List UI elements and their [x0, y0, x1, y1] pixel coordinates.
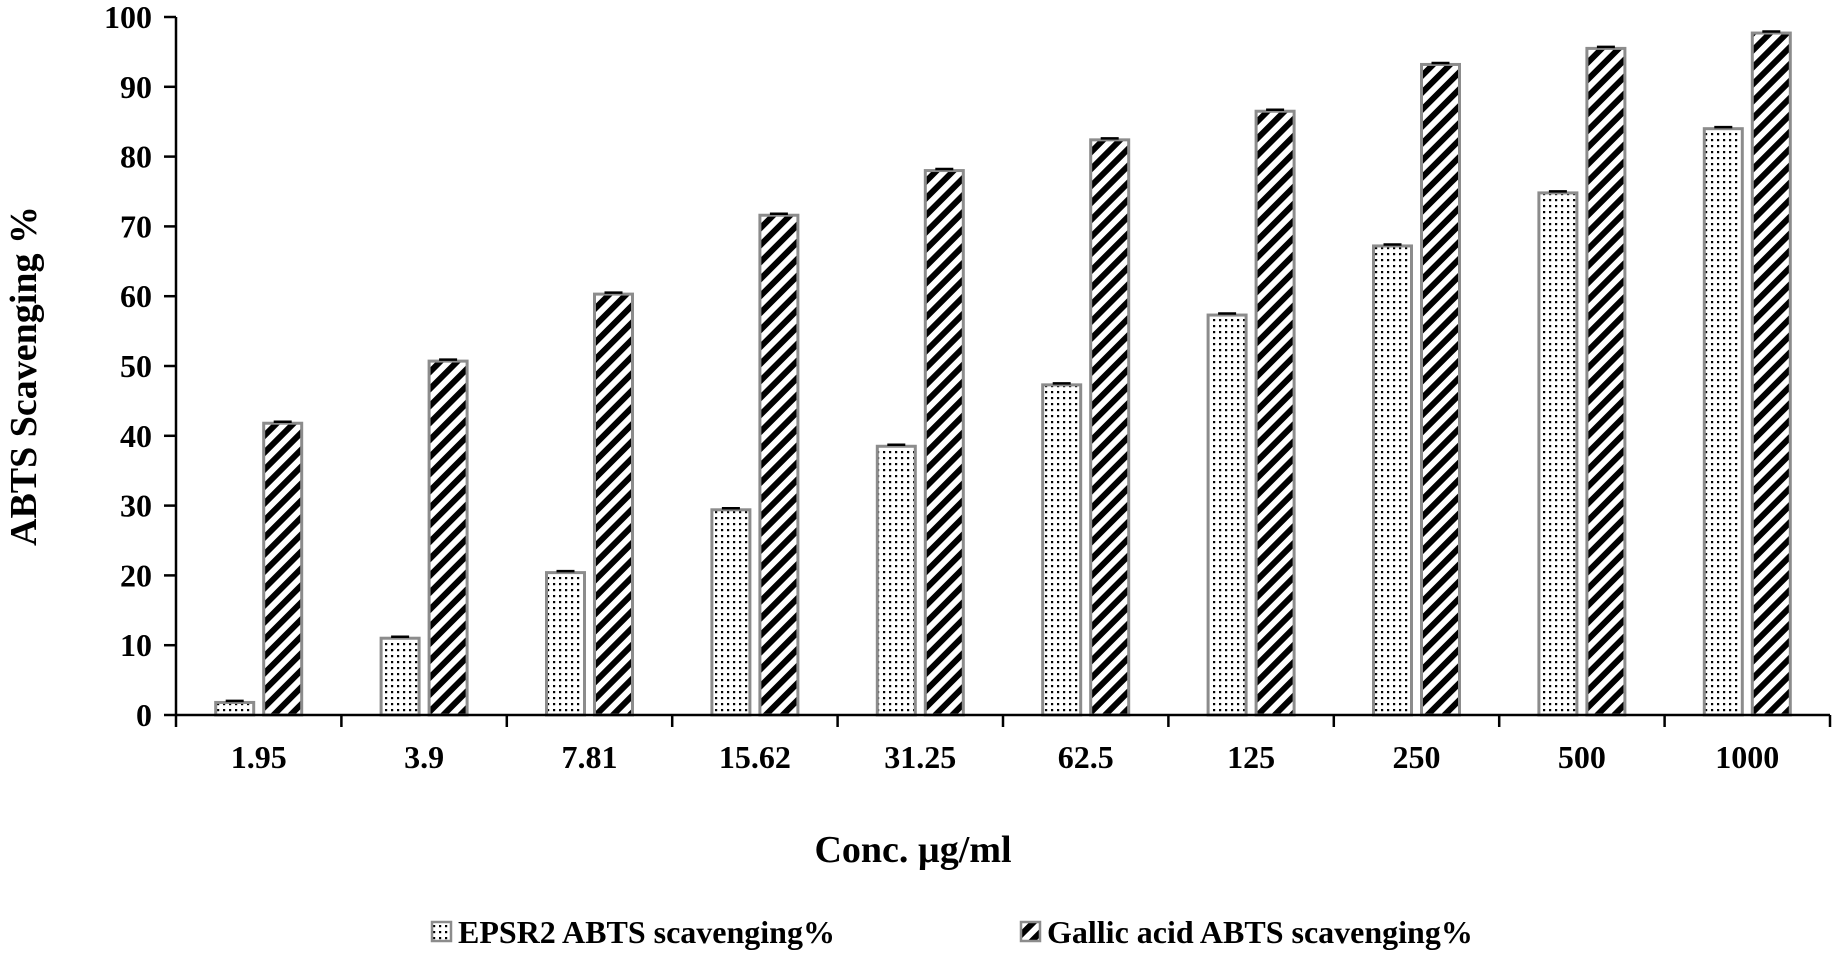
bar-gallic-acid-8 [1585, 46, 1627, 717]
y-tick-label: 20 [120, 557, 152, 593]
bar-epsr2-5 [1041, 383, 1083, 717]
legend-label-epsr2: EPSR2 ABTS scavenging% [458, 914, 835, 950]
x-tick-label: 62.5 [1058, 739, 1114, 775]
y-tick-label: 10 [120, 627, 152, 663]
x-tick-label: 15.62 [719, 739, 791, 775]
bar-gallic-acid-6 [1254, 109, 1296, 717]
bar-gallic-acid-0 [262, 421, 304, 717]
y-tick-label: 90 [120, 69, 152, 105]
bar-epsr2-1 [379, 636, 421, 717]
x-axis-title: Conc. µg/ml [814, 829, 1011, 871]
x-tick-label: 7.81 [562, 739, 618, 775]
bar-epsr2-3 [710, 508, 752, 717]
bar-gallic-acid-3 [758, 213, 800, 717]
bar-gallic-acid-2 [593, 292, 634, 717]
bars-layer [214, 30, 1792, 717]
labels-layer: 1.95 3.9 7.81 15.62 31.25 62.5 125 250 500 1000 0 1… [104, 0, 1779, 775]
bar-epsr2-2 [545, 571, 586, 717]
bar-gallic-acid-7 [1420, 62, 1461, 717]
legend-label-gallic-acid: Gallic acid ABTS scavenging% [1047, 914, 1473, 950]
axes-layer [164, 15, 1832, 727]
bar-gallic-acid-9 [1750, 31, 1792, 717]
bar-epsr2-7 [1372, 244, 1413, 717]
y-tick-label: 60 [120, 278, 152, 314]
bar-gallic-acid-4 [923, 169, 965, 717]
y-tick-label: 0 [136, 697, 152, 733]
y-tick-label: 50 [120, 348, 152, 384]
x-tick-label: 1000 [1715, 739, 1779, 775]
x-tick-label: 500 [1558, 739, 1606, 775]
x-tick-label: 125 [1227, 739, 1275, 775]
x-tick-label: 31.25 [884, 739, 956, 775]
bar-epsr2-6 [1206, 313, 1248, 717]
y-tick-label: 40 [120, 418, 152, 454]
legend-swatch-epsr2 [430, 920, 453, 943]
legend: EPSR2 ABTS scavenging% Gallic acid ABTS s… [430, 914, 1473, 950]
y-tick-label: 100 [104, 0, 152, 35]
legend-swatch-gallic-acid [1019, 920, 1042, 943]
y-tick-label: 70 [120, 208, 152, 244]
bar-gallic-acid-1 [427, 359, 469, 717]
x-tick-label: 3.9 [404, 739, 444, 775]
x-tick-label: 1.95 [231, 739, 287, 775]
bar-epsr2-0 [214, 700, 256, 717]
y-axis-title: ABTS Scavenging % [3, 206, 45, 546]
bar-epsr2-4 [875, 444, 917, 717]
x-tick-label: 250 [1393, 739, 1441, 775]
bar-epsr2-9 [1702, 127, 1744, 717]
bar-gallic-acid-5 [1089, 138, 1131, 717]
bar-epsr2-8 [1537, 191, 1579, 717]
y-tick-label: 80 [120, 139, 152, 175]
y-tick-label: 30 [120, 488, 152, 524]
